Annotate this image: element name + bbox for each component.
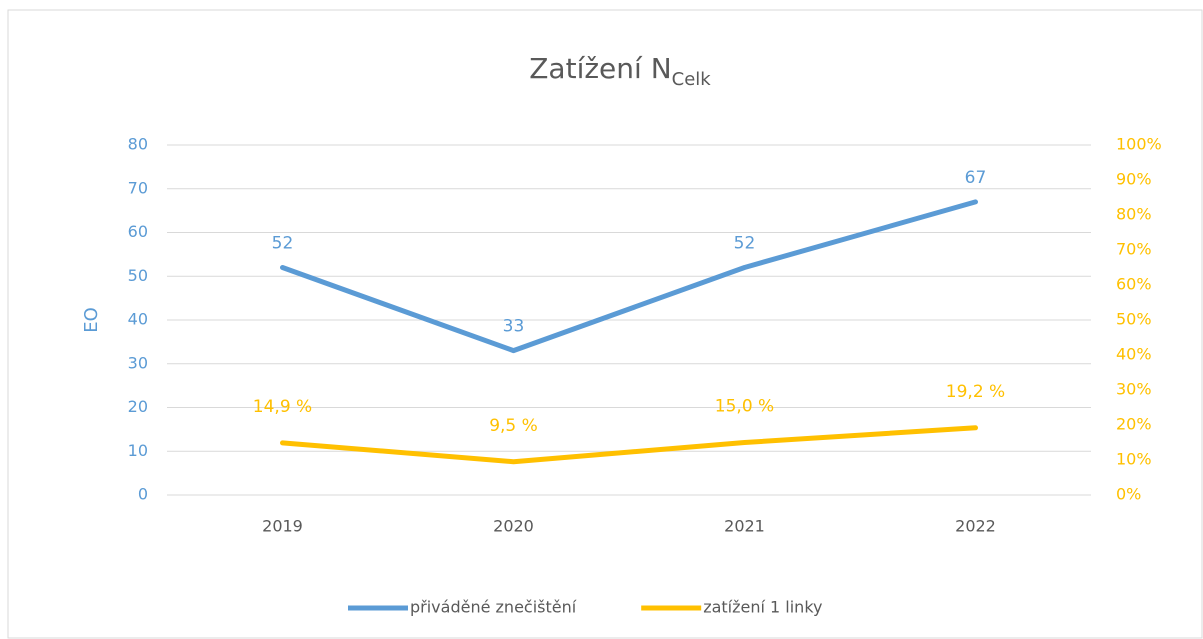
y-tick-label: 0	[138, 485, 148, 504]
chart-title: Zatížení NCelk	[529, 52, 711, 90]
legend-label: zatížení 1 linky	[703, 598, 822, 617]
y-tick-label: 70	[128, 178, 148, 197]
title-subscript: Celk	[672, 69, 712, 90]
data-label: 19,2 %	[946, 382, 1005, 402]
data-label: 52	[272, 234, 294, 254]
series-line	[280, 425, 978, 465]
data-label: 9,5 %	[489, 416, 538, 436]
title-main: Zatížení N	[529, 52, 671, 85]
chart-border	[7, 9, 1203, 639]
y-tick-label: 60	[128, 222, 148, 241]
y2-tick-label: 50%	[1116, 310, 1152, 329]
y2-tick-label: 30%	[1116, 380, 1152, 399]
y2-tick-label: 100%	[1116, 135, 1162, 154]
x-tick-label: 2022	[955, 517, 996, 536]
y2-tick-label: 40%	[1116, 345, 1152, 364]
data-label: 15,0 %	[715, 397, 774, 417]
x-tick-label: 2020	[493, 517, 534, 536]
series-line	[280, 199, 978, 354]
y-tick-label: 20	[128, 397, 148, 416]
legend-label: přiváděné znečištění	[410, 598, 577, 617]
y2-tick-label: 80%	[1116, 205, 1152, 224]
x-tick-label: 2019	[262, 517, 303, 536]
y2-tick-label: 60%	[1116, 275, 1152, 294]
data-label: 67	[965, 168, 987, 188]
y2-tick-label: 70%	[1116, 240, 1152, 259]
y2-tick-label: 20%	[1116, 415, 1152, 434]
y-tick-label: 30	[128, 353, 148, 372]
y-tick-label: 80	[128, 135, 148, 154]
data-label: 52	[734, 234, 756, 254]
y-tick-label: 10	[128, 441, 148, 460]
y2-tick-label: 90%	[1116, 170, 1152, 189]
data-label: 14,9 %	[253, 397, 312, 417]
y2-tick-label: 0%	[1116, 485, 1141, 504]
y2-tick-label: 10%	[1116, 450, 1152, 469]
x-tick-label: 2021	[724, 517, 765, 536]
y-tick-label: 40	[128, 310, 148, 329]
data-label: 33	[503, 317, 525, 337]
y-axis-label: EO	[81, 307, 102, 333]
y-tick-label: 50	[128, 266, 148, 285]
